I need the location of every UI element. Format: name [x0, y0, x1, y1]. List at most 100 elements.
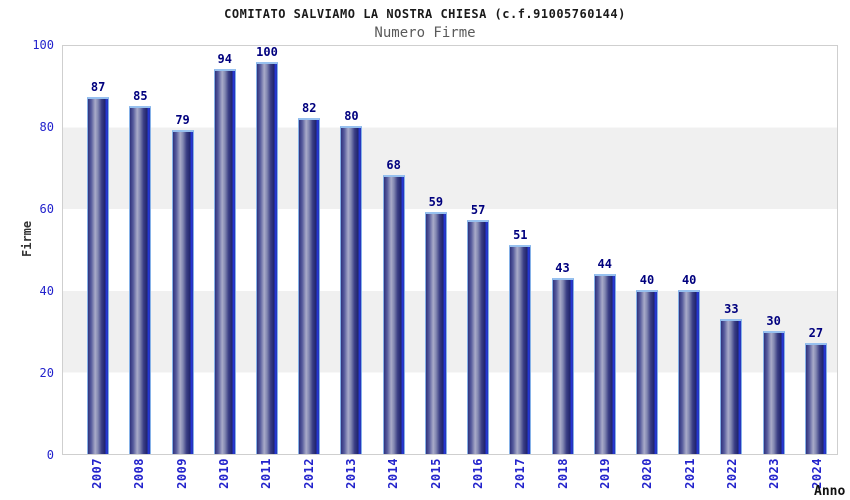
x-label-slot: 2013 — [330, 458, 372, 500]
bar-value-label: 94 — [217, 51, 232, 66]
x-label-slot: 2020 — [626, 458, 668, 500]
x-label-slot: 2019 — [584, 458, 626, 500]
bar-slot-2022: 33 — [710, 46, 752, 454]
bar-value-label: 82 — [301, 100, 317, 115]
x-tick-label: 2023 — [767, 458, 782, 489]
bar-value-label: 44 — [597, 256, 612, 271]
y-tick-label: 40 — [39, 284, 54, 298]
x-tick-label: 2021 — [682, 458, 697, 489]
x-label-slot: 2011 — [245, 458, 287, 500]
x-label-slot: 2010 — [203, 458, 245, 500]
x-label-slot: 2008 — [118, 458, 160, 500]
bar-value-label: 43 — [555, 260, 570, 275]
bar-slot-2013: 80 — [330, 46, 372, 454]
x-label-slot: 2009 — [161, 458, 203, 500]
chart-subtitle: Numero Firme — [374, 25, 476, 41]
bar-slot-2008: 85 — [119, 46, 161, 454]
y-tick-label: 20 — [39, 366, 54, 380]
bar-value-label: 33 — [724, 301, 739, 316]
bar-2013 — [340, 126, 363, 454]
x-tick-label: 2022 — [725, 458, 740, 489]
bar-slot-2016: 57 — [457, 46, 499, 454]
bar-slot-2023: 30 — [753, 46, 795, 454]
bar-2011 — [255, 62, 278, 454]
bar-value-label: 80 — [344, 109, 359, 123]
x-label-slot: 2021 — [669, 458, 711, 500]
bar-slot-2021: 40 — [668, 46, 710, 454]
bar-value-label: 85 — [133, 88, 148, 103]
x-label-slot: 2018 — [542, 458, 584, 500]
bar-2010 — [213, 68, 236, 454]
y-tick-label: 0 — [46, 448, 54, 462]
bar-2018 — [551, 277, 574, 454]
bar-value-label: 27 — [808, 326, 824, 341]
x-label-slot: 2007 — [76, 458, 118, 500]
x-label-slot: 2023 — [753, 458, 795, 500]
bar-slot-2010: 94 — [204, 46, 246, 454]
x-axis-labels: 2007 2008 2009 2010 2011 2012 2013 2014 2015 2016… — [76, 458, 838, 500]
bar-slot-2015: 59 — [415, 46, 457, 454]
bar-slot-2019: 44 — [584, 46, 626, 454]
x-tick-label: 2013 — [344, 458, 359, 489]
bar-value-label: 87 — [90, 80, 106, 95]
y-tick-label: 80 — [39, 120, 54, 134]
x-tick-label: 2020 — [640, 458, 655, 489]
x-tick-label: 2009 — [174, 458, 189, 489]
x-tick-label: 2008 — [132, 458, 147, 489]
x-tick-label: 2012 — [301, 458, 316, 489]
x-tick-label: 2016 — [471, 458, 486, 489]
y-tick-label: 60 — [39, 202, 54, 216]
bar-2021 — [678, 290, 701, 454]
x-tick-label: 2015 — [428, 458, 443, 489]
bar-2015 — [424, 212, 447, 454]
bar-slot-2024: 27 — [795, 46, 837, 454]
bar-value-label: 68 — [386, 158, 401, 173]
x-tick-label: 2019 — [598, 458, 613, 489]
bar-value-label: 40 — [681, 273, 697, 287]
bar-slot-2017: 51 — [499, 46, 541, 454]
bar-2019 — [593, 273, 616, 454]
bar-2016 — [467, 220, 490, 454]
bar-2017 — [509, 244, 532, 454]
x-axis-title: Anno — [814, 484, 846, 499]
x-tick-label: 2007 — [90, 458, 105, 489]
bar-value-label: 30 — [766, 314, 781, 328]
x-tick-label: 2018 — [555, 458, 570, 489]
bar-value-label: 79 — [175, 113, 190, 128]
bar-value-label: 59 — [428, 195, 444, 210]
bar-2024 — [804, 343, 827, 454]
x-tick-label: 2014 — [386, 458, 401, 489]
bars-container: 87 85 79 94 100 82 80 68 59 57 51 43 44 40 40 33 30 27 — [77, 46, 837, 454]
bar-2023 — [762, 331, 785, 454]
bar-2009 — [171, 130, 194, 454]
x-label-slot: 2014 — [372, 458, 414, 500]
x-tick-label: 2010 — [217, 458, 232, 489]
bar-slot-2011: 100 — [246, 46, 288, 454]
bar-slot-2009: 79 — [161, 46, 203, 454]
x-label-slot: 2016 — [457, 458, 499, 500]
bar-2012 — [298, 117, 321, 454]
bar-slot-2012: 82 — [288, 46, 330, 454]
bar-value-label: 51 — [513, 227, 528, 242]
x-tick-label: 2011 — [259, 458, 274, 489]
bar-slot-2018: 43 — [541, 46, 583, 454]
y-tick-label: 100 — [32, 38, 54, 52]
x-label-slot: 2012 — [288, 458, 330, 500]
bar-slot-2007: 87 — [77, 46, 119, 454]
x-label-slot: 2022 — [711, 458, 753, 500]
bar-slot-2014: 68 — [373, 46, 415, 454]
x-tick-label: 2017 — [513, 458, 528, 489]
bar-value-label: 57 — [470, 203, 486, 218]
x-label-slot: 2015 — [415, 458, 457, 500]
bar-value-label: 100 — [256, 45, 278, 59]
bar-slot-2020: 40 — [626, 46, 668, 454]
chart-title: COMITATO SALVIAMO LA NOSTRA CHIESA (c.f.… — [224, 7, 626, 21]
plot-area: 87 85 79 94 100 82 80 68 59 57 51 43 44 40 40 33 30 27 — [62, 45, 838, 455]
bar-2014 — [382, 175, 405, 454]
bar-2020 — [635, 290, 658, 454]
bar-2022 — [720, 318, 743, 454]
bar-2007 — [87, 97, 110, 454]
bar-value-label: 40 — [639, 273, 655, 287]
bar-2008 — [129, 105, 152, 454]
